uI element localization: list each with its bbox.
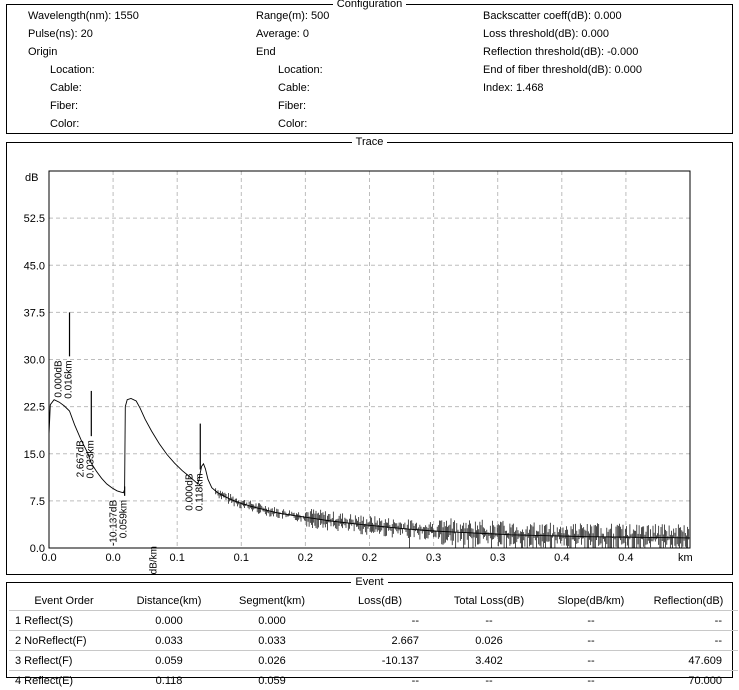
- x-tick-label: 0.1: [234, 552, 249, 564]
- origin-color-label: Color:: [28, 115, 139, 133]
- x-tick-label: 0.0: [105, 552, 120, 564]
- reflection-threshold-label: Reflection threshold(dB): -0.000: [483, 43, 642, 61]
- event-annotation: 0.118km: [194, 473, 205, 511]
- table-cell: --: [435, 611, 543, 631]
- table-cell: --: [435, 671, 543, 690]
- y-tick-label: 45.0: [24, 260, 45, 272]
- origin-fiber-label: Fiber:: [28, 97, 139, 115]
- y-tick-label: 7.5: [30, 496, 45, 508]
- table-cell: 0.059: [119, 651, 219, 671]
- config-column-2: Range(m): 500 Average: 0 End Location: C…: [256, 7, 329, 133]
- table-cell: 70.000: [639, 671, 738, 690]
- col-slope[interactable]: Slope(dB/km): [543, 591, 639, 611]
- x-tick-label: 0.0: [41, 552, 56, 564]
- x-tick-label: 0.3: [490, 552, 505, 564]
- table-cell: --: [639, 631, 738, 651]
- table-cell: 3 Reflect(F): [9, 651, 119, 671]
- col-reflection[interactable]: Reflection(dB): [639, 591, 738, 611]
- event-table: Event Order Distance(km) Segment(km) Los…: [9, 591, 738, 690]
- x-tick-label: 0.2: [298, 552, 313, 564]
- event-panel: Event Event Order Distance(km) Segment(k…: [6, 582, 733, 678]
- table-cell: 0.118: [119, 671, 219, 690]
- range-label: Range(m): 500: [256, 7, 329, 25]
- end-color-label: Color:: [256, 115, 329, 133]
- table-cell: --: [543, 671, 639, 690]
- table-cell: --: [543, 651, 639, 671]
- y-tick-label: 37.5: [24, 307, 45, 319]
- y-tick-label: 22.5: [24, 402, 45, 414]
- table-cell: 4 Reflect(E): [9, 671, 119, 690]
- table-cell: 0.026: [435, 631, 543, 651]
- event-annotation: 0.033km: [85, 440, 96, 478]
- event-annotation: 0.016km: [64, 360, 75, 398]
- y-tick-label: 52.5: [24, 213, 45, 225]
- table-cell: --: [543, 631, 639, 651]
- average-label: Average: 0: [256, 25, 329, 43]
- end-of-fiber-threshold-label: End of fiber threshold(dB): 0.000: [483, 61, 642, 79]
- table-cell: 0.033: [119, 631, 219, 651]
- x-axis-unit: km: [678, 552, 693, 564]
- configuration-title: Configuration: [333, 0, 406, 10]
- y-tick-label: 30.0: [24, 355, 45, 367]
- loss-threshold-label: Loss threshold(dB): 0.000: [483, 25, 642, 43]
- end-fiber-label: Fiber:: [256, 97, 329, 115]
- backscatter-label: Backscatter coeff(dB): 0.000: [483, 7, 642, 25]
- trace-noise: [216, 488, 690, 548]
- end-cable-label: Cable:: [256, 79, 329, 97]
- table-cell: 47.609: [639, 651, 738, 671]
- x-tick-label: 0.3: [426, 552, 441, 564]
- table-cell: 2.667: [325, 631, 435, 651]
- col-distance[interactable]: Distance(km): [119, 591, 219, 611]
- pulse-label: Pulse(ns): 20: [28, 25, 139, 43]
- config-column-3: Backscatter coeff(dB): 0.000 Loss thresh…: [483, 7, 642, 97]
- table-cell: 0.033: [219, 631, 325, 651]
- table-cell: -10.137: [325, 651, 435, 671]
- table-cell: --: [325, 611, 435, 631]
- col-segment[interactable]: Segment(km): [219, 591, 325, 611]
- table-cell: 0.000: [219, 611, 325, 631]
- table-cell: 2 NoReflect(F): [9, 631, 119, 651]
- end-label: End: [256, 43, 329, 61]
- table-cell: --: [639, 611, 738, 631]
- col-event-order[interactable]: Event Order: [9, 591, 119, 611]
- col-loss[interactable]: Loss(dB): [325, 591, 435, 611]
- configuration-panel: Configuration Wavelength(nm): 1550 Pulse…: [6, 4, 733, 134]
- origin-cable-label: Cable:: [28, 79, 139, 97]
- index-label: Index: 1.468: [483, 79, 642, 97]
- y-tick-label: 15.0: [24, 449, 45, 461]
- col-total-loss[interactable]: Total Loss(dB): [435, 591, 543, 611]
- wavelength-label: Wavelength(nm): 1550: [28, 7, 139, 25]
- x-tick-label: 0.2: [362, 552, 377, 564]
- origin-location-label: Location:: [28, 61, 139, 79]
- x-tick-label: 0.4: [554, 552, 569, 564]
- event-title: Event: [351, 576, 387, 588]
- table-cell: --: [325, 671, 435, 690]
- origin-label: Origin: [28, 43, 139, 61]
- table-cell: 0.000: [119, 611, 219, 631]
- config-column-1: Wavelength(nm): 1550 Pulse(ns): 20 Origi…: [28, 7, 139, 133]
- table-cell: 1 Reflect(S): [9, 611, 119, 631]
- y-axis-unit: dB: [25, 172, 38, 184]
- end-location-label: Location:: [256, 61, 329, 79]
- table-cell: 0.059: [219, 671, 325, 690]
- table-cell: --: [543, 611, 639, 631]
- x-tick-label: 0.1: [170, 552, 185, 564]
- table-cell: 3.402: [435, 651, 543, 671]
- event-table-header: Event Order Distance(km) Segment(km) Los…: [9, 591, 738, 611]
- event-annotation: 0.059km: [119, 500, 130, 538]
- table-cell: 0.026: [219, 651, 325, 671]
- x-tick-label: 0.4: [618, 552, 633, 564]
- event-annotation: 24.108dB/km: [148, 546, 159, 574]
